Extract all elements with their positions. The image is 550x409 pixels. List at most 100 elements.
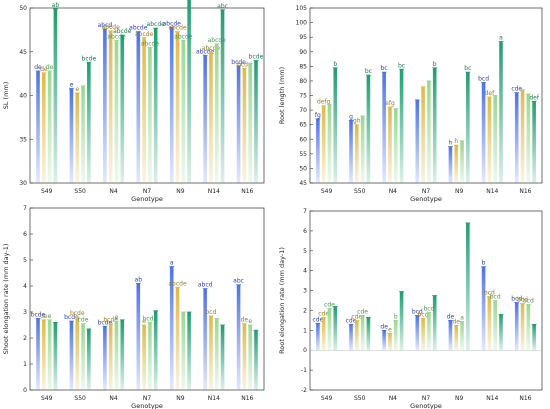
bar [136, 283, 141, 390]
y-tick-label: 2 [303, 307, 307, 314]
y-tick-label: 7 [303, 208, 307, 215]
bar [69, 88, 74, 183]
y-tick-label: 5 [23, 257, 27, 264]
bar [499, 41, 503, 183]
bar [75, 92, 80, 183]
bar [366, 317, 371, 351]
bar [142, 37, 146, 183]
bar [487, 96, 492, 183]
y-tick-label: 85 [299, 63, 307, 70]
y-tick-label: 1 [303, 327, 307, 334]
significance-label: bcde [103, 317, 118, 324]
significance-label: fg [315, 112, 321, 119]
significance-label: bcde [237, 61, 252, 68]
y-tick-label: 105 [296, 5, 308, 12]
bar [175, 31, 180, 183]
bar [209, 315, 213, 390]
significance-label: b [482, 260, 486, 267]
bar [360, 315, 365, 351]
significance-label: de [447, 313, 455, 320]
y-axis-label: Root elongation rate (mm day-1) [278, 247, 286, 354]
y-tick-label: 45 [19, 49, 27, 56]
bar [108, 323, 113, 390]
y-tick-label: 4 [303, 268, 307, 275]
bar [142, 325, 146, 390]
significance-label: abcd [98, 22, 113, 29]
bar [36, 71, 40, 183]
significance-label: cde [511, 86, 522, 93]
significance-label: abcde [196, 48, 215, 55]
y-tick-label: 90 [299, 49, 307, 56]
significance-label: cde [346, 317, 357, 324]
bar [87, 328, 91, 390]
bar [355, 124, 359, 183]
bar [466, 222, 470, 351]
bar [148, 322, 152, 390]
x-tick-label: S50 [74, 188, 86, 195]
significance-label: bcd [511, 295, 522, 302]
x-tick-label: S50 [74, 395, 86, 402]
bar [175, 287, 180, 390]
bar [69, 321, 74, 390]
bar [388, 107, 392, 183]
significance-label: bcde [249, 54, 264, 61]
y-tick-label: 6 [303, 228, 307, 235]
significance-label: bcd [418, 311, 429, 318]
significance-label: de [34, 64, 42, 71]
bar [432, 67, 437, 183]
bar [209, 51, 213, 183]
significance-label: def [529, 94, 540, 101]
significance-label: de [40, 313, 48, 320]
y-axis-label: SL (mm) [2, 82, 10, 110]
bar [421, 318, 425, 351]
bar [214, 318, 219, 390]
significance-label: cde [312, 316, 323, 323]
bar [481, 82, 486, 183]
x-tick-label: N14 [486, 188, 498, 195]
panel-root-elongation-rate: -2 -1 0 1 2 3 4 5 6 7 cde cde cde S49 cde cde cde S50 de e b… [276, 205, 550, 409]
panel-shoot-elongation-rate: 0 1 2 3 4 5 6 7 bcde de e S49 bcde bcde cde S50 bcde bcde… [0, 205, 272, 409]
significance-label: abcde [141, 40, 160, 47]
bar [532, 324, 536, 351]
y-tick-label: 3 [23, 309, 27, 316]
bar [316, 323, 320, 351]
significance-label: abcde [135, 31, 154, 38]
bar [187, 312, 191, 390]
significance-label: bcde [64, 314, 79, 321]
significance-label: e [248, 318, 252, 325]
significance-label: bcde [82, 55, 97, 62]
bar [393, 320, 398, 351]
bar [254, 330, 258, 390]
bar [327, 308, 332, 351]
bar [427, 80, 431, 183]
y-tick-label: 35 [19, 136, 27, 143]
bar [81, 323, 85, 390]
significance-label: ab [135, 276, 143, 283]
y-tick-label: 1 [23, 361, 27, 368]
y-tick-label: 55 [299, 151, 307, 158]
y-tick-label: 50 [299, 165, 307, 172]
x-tick-label: N7 [143, 395, 151, 402]
bar [366, 75, 371, 183]
bar [399, 69, 404, 183]
significance-label: cde [318, 310, 329, 317]
bar [460, 140, 464, 183]
y-axis-label: Root length (mm) [278, 67, 286, 124]
bar [103, 326, 107, 390]
significance-label: efg [385, 100, 395, 107]
bar [153, 310, 158, 390]
bar [153, 28, 158, 183]
bar [421, 86, 425, 183]
bar [114, 40, 119, 183]
significance-label: a [499, 35, 503, 42]
y-tick-label: 60 [299, 136, 307, 143]
bar [526, 94, 531, 183]
significance-label: h [449, 140, 453, 147]
significance-label: bcd [423, 305, 434, 312]
significance-label: abcde [129, 25, 148, 32]
y-tick-label: 7 [23, 205, 27, 212]
bar [136, 31, 141, 183]
x-tick-label: N7 [422, 395, 430, 402]
